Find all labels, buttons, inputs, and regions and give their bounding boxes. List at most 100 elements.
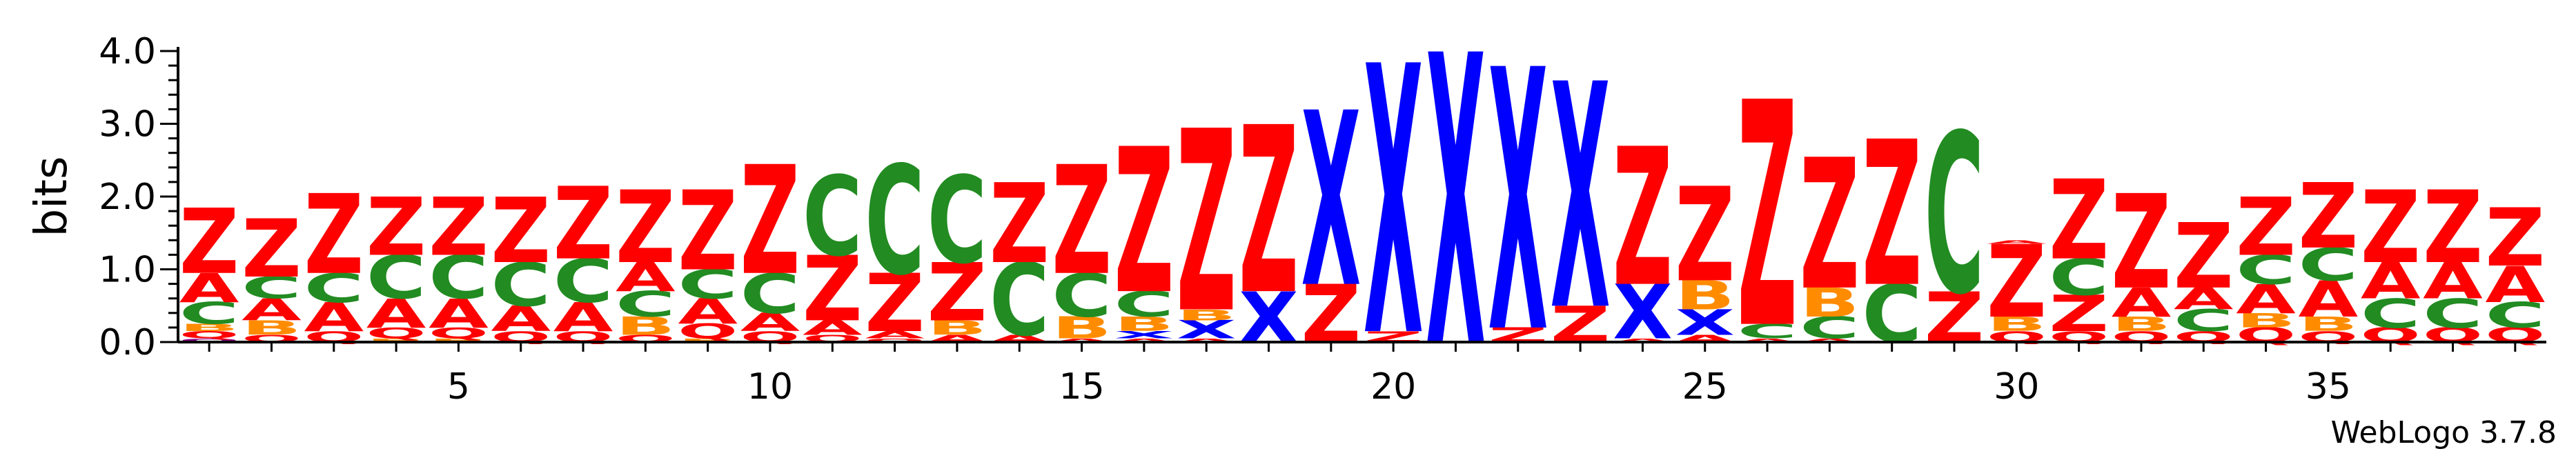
x-tick-label: 30 [1994, 366, 2039, 408]
logo-letter-a: A [1800, 337, 1860, 343]
x-tick-label: 25 [1682, 366, 1728, 408]
logo-letter-z: Z [678, 168, 738, 296]
logo-letter-z: Z [990, 161, 1050, 288]
logo-letter-z: Z [1613, 108, 1673, 328]
logo-letter-c: C [2485, 296, 2545, 336]
logo-letter-c: C [2423, 290, 2483, 337]
logo-letter-z: Z [1114, 108, 1174, 339]
logo-letter-b: B [1800, 280, 1860, 326]
logo-letter-a: A [304, 294, 364, 341]
logo-letter-c: C [429, 243, 489, 312]
logo-letter-c: C [242, 270, 302, 306]
x-tick-label: 10 [747, 366, 793, 408]
logo-letter-a: A [740, 308, 800, 337]
logo-letter-c: C [990, 243, 1050, 359]
logo-letter-z: Z [2361, 170, 2421, 286]
logo-letter-q: Q [678, 320, 738, 343]
y-tick-label: 1.0 [99, 250, 156, 291]
logo-letter-q: Q [366, 325, 426, 342]
logo-letter-z: Z [1862, 100, 1922, 332]
logo-letter-z: Z [2174, 205, 2234, 309]
logo-letter-z: Z [1738, 39, 1798, 398]
logo-letter-c: C [678, 261, 738, 308]
logo-letter-x: X [1177, 315, 1237, 344]
logo-letter-b: B [616, 312, 676, 341]
logo-letter-z: Z [2299, 165, 2359, 269]
logo-letter-c: C [553, 247, 613, 316]
logo-letter-a: A [1052, 337, 1112, 343]
logo-letter-c: C [865, 135, 925, 309]
y-tick-label: 2.0 [99, 177, 156, 218]
logo-letter-a: A [803, 317, 863, 340]
logo-letter-c: C [803, 154, 863, 281]
logo-letter-b: B [2236, 309, 2296, 332]
x-tick-label: 35 [2305, 366, 2351, 408]
logo-letter-z: Z [242, 203, 302, 296]
logo-letter-x: X [1301, 62, 1361, 341]
logo-letter-c: C [2174, 303, 2234, 339]
logo-letter-c: C [1052, 262, 1112, 331]
logo-letter-z: Z [304, 172, 364, 299]
logo-letter-b: B [242, 317, 302, 340]
y-tick-label: 0.0 [99, 322, 156, 363]
logo-letter-c: C [616, 285, 676, 325]
logo-letter-c: C [927, 151, 987, 290]
logo-letter-a: A [2299, 271, 2359, 329]
logo-letter-z: Z [740, 135, 800, 308]
logo-letter-z: Z [2423, 170, 2483, 286]
logo-letter-x: X [1364, 0, 1424, 419]
logo-letter-z: Z [366, 181, 426, 274]
logo-letter-z: Z [1052, 135, 1112, 308]
logo-letter-b: B [179, 322, 239, 334]
y-tick-label: 4.0 [99, 31, 156, 72]
logo-letter-z: Z [179, 190, 239, 294]
logo-letter-a: A [553, 294, 613, 341]
logo-letter-z: Z [1239, 78, 1299, 345]
logo-letter-o: O [179, 337, 239, 343]
logo-letter-a: A [2112, 280, 2172, 326]
logo-letter-z: Z [2049, 157, 2109, 285]
logo-letter-a: A [366, 291, 426, 337]
logo-letter-b: B [927, 317, 987, 340]
logo-letter-b: B [1114, 312, 1174, 336]
logo-letter-a: A [1613, 337, 1673, 343]
logo-letter-a: A [1177, 337, 1237, 343]
x-tick-label: 5 [447, 366, 470, 408]
logo-letter-c: C [179, 296, 239, 331]
x-tick-label: 20 [1370, 366, 1416, 408]
logo-letter-a: A [616, 254, 676, 301]
logo-letter-a: A [2236, 277, 2296, 323]
logo-letter-z: Z [553, 167, 613, 283]
logo-letter-c: C [1800, 310, 1860, 346]
logo-letter-b: B [1177, 306, 1237, 323]
logo-letter-c: C [2236, 247, 2296, 293]
logo-letter-a: A [1738, 337, 1798, 343]
logo-letter-x: X [1114, 329, 1174, 341]
logo-letter-a: A [491, 299, 551, 340]
logo-letter-z: Z [1987, 225, 2047, 341]
logo-letter-z: Z [2485, 192, 2545, 285]
logo-letter-a: A [865, 329, 925, 341]
logo-letter-z: Z [2049, 286, 2109, 343]
logo-letter-a: A [242, 293, 302, 328]
logo-letter-c: C [2299, 239, 2359, 291]
logo-letter-c: C [366, 243, 426, 312]
logo-letter-b: B [1987, 312, 2047, 336]
logo-letter-b: B [366, 337, 426, 343]
logo-letter-a: A [2361, 253, 2421, 311]
logo-letter-b: B [429, 337, 489, 343]
logo-letter-c: C [304, 266, 364, 312]
logo-letter-c: C [1114, 285, 1174, 325]
logo-letter-z: Z [429, 181, 489, 274]
logo-letter-c: C [2361, 290, 2421, 337]
logo-letters: OQBCAZQBACZQACZBQACZBQACZQACZQACZQBCAZBQ… [179, 0, 2545, 437]
logo-letter-z: Z [2112, 168, 2172, 319]
logo-letter-a: A [429, 291, 489, 337]
logo-letter-c: C [740, 262, 800, 326]
logo-letter-z: Z [1800, 121, 1860, 330]
logo-letter-a: A [678, 292, 738, 332]
logo-letter-x: X [1426, 0, 1486, 437]
x-tick-label: 15 [1059, 366, 1104, 408]
logo-letter-z: Z [1177, 79, 1237, 368]
